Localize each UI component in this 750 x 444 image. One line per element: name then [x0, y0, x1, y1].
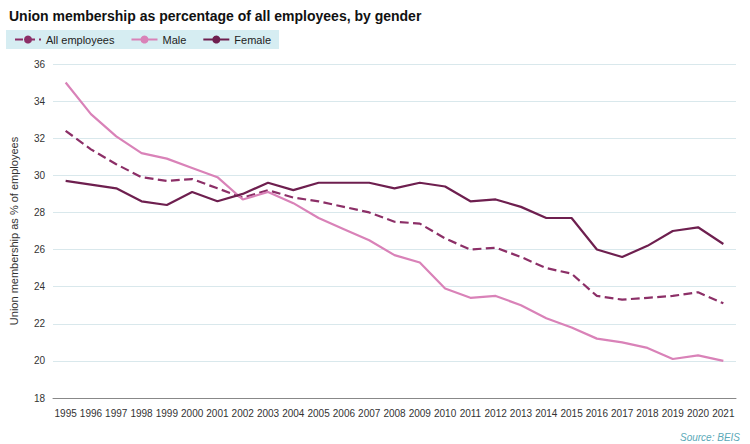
- svg-text:2008: 2008: [383, 408, 406, 419]
- svg-text:2003: 2003: [257, 408, 280, 419]
- svg-text:2001: 2001: [206, 408, 229, 419]
- svg-text:Male: Male: [162, 34, 186, 46]
- svg-text:32: 32: [34, 133, 46, 144]
- svg-text:Union membership as percentage: Union membership as percentage of all em…: [9, 8, 422, 24]
- svg-text:28: 28: [34, 207, 46, 218]
- svg-text:2002: 2002: [232, 408, 255, 419]
- svg-text:2014: 2014: [535, 408, 558, 419]
- svg-text:Female: Female: [234, 34, 271, 46]
- svg-text:18: 18: [34, 393, 46, 404]
- svg-text:36: 36: [34, 59, 46, 70]
- svg-text:Source: BEIS: Source: BEIS: [680, 432, 740, 443]
- svg-text:24: 24: [34, 281, 46, 292]
- svg-text:1997: 1997: [105, 408, 128, 419]
- svg-text:2021: 2021: [712, 408, 735, 419]
- svg-text:2007: 2007: [358, 408, 381, 419]
- svg-text:2019: 2019: [662, 408, 685, 419]
- svg-text:2005: 2005: [307, 408, 330, 419]
- svg-text:2020: 2020: [687, 408, 710, 419]
- svg-text:2015: 2015: [560, 408, 583, 419]
- svg-text:1998: 1998: [130, 408, 153, 419]
- svg-text:1995: 1995: [55, 408, 78, 419]
- svg-text:2016: 2016: [586, 408, 609, 419]
- svg-text:2009: 2009: [409, 408, 432, 419]
- svg-text:20: 20: [34, 355, 46, 366]
- svg-text:26: 26: [34, 244, 46, 255]
- svg-text:2006: 2006: [333, 408, 356, 419]
- svg-text:2018: 2018: [636, 408, 659, 419]
- svg-text:2004: 2004: [282, 408, 305, 419]
- svg-text:2000: 2000: [181, 408, 204, 419]
- svg-text:Union membership as % of emplo: Union membership as % of employees: [8, 136, 20, 325]
- svg-text:1996: 1996: [80, 408, 103, 419]
- svg-text:2012: 2012: [485, 408, 508, 419]
- svg-text:1999: 1999: [156, 408, 179, 419]
- svg-text:2017: 2017: [611, 408, 634, 419]
- svg-text:2010: 2010: [434, 408, 457, 419]
- svg-text:22: 22: [34, 318, 46, 329]
- svg-text:2013: 2013: [510, 408, 533, 419]
- svg-text:All employees: All employees: [46, 34, 115, 46]
- svg-text:2011: 2011: [460, 408, 482, 419]
- svg-text:30: 30: [34, 170, 46, 181]
- svg-text:34: 34: [34, 96, 46, 107]
